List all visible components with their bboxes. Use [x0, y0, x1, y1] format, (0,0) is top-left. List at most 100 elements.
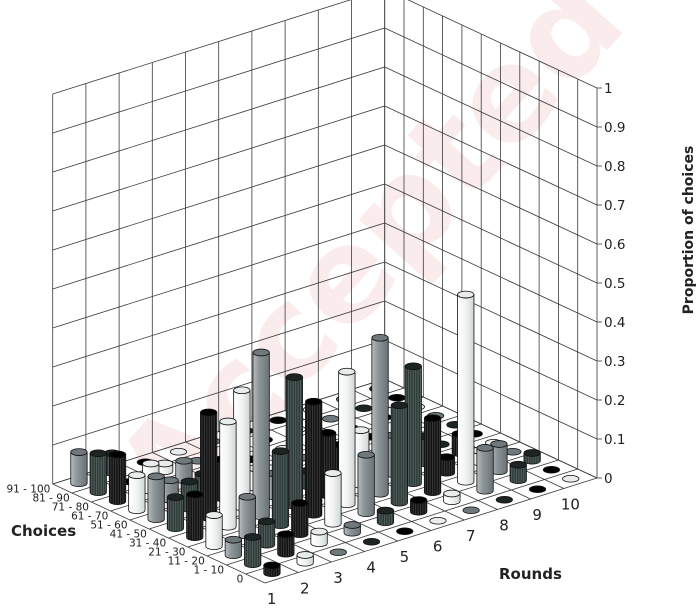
z-tick-label: 0.9: [604, 120, 625, 136]
z-tick-label: 0.1: [604, 432, 625, 448]
y-tick-label: 21 - 30: [148, 547, 185, 559]
y-tick-label: 91 - 100: [6, 484, 50, 496]
x-tick-label: 9: [532, 506, 542, 524]
axis-titles-layer: Rounds Choices Proportion of choices: [11, 146, 697, 583]
z-tick-label: 0.2: [604, 393, 625, 409]
bar: [269, 416, 287, 425]
bar: [205, 511, 223, 551]
bar: [305, 397, 323, 519]
bar: [490, 440, 508, 476]
bar: [404, 362, 422, 488]
bar: [338, 367, 356, 509]
bar: [324, 469, 342, 528]
bar: [390, 401, 408, 507]
bar: [362, 537, 381, 546]
bar: [462, 506, 480, 515]
wall-right-gridline: [384, 261, 598, 362]
bar: [528, 485, 547, 494]
bar: [457, 290, 475, 486]
z-tick-label: 0.6: [604, 237, 625, 253]
bar: [523, 449, 541, 465]
bar: [562, 474, 580, 483]
wall-right-gridline: [384, 183, 598, 284]
wall-right-gridline: [384, 300, 598, 401]
bar: [423, 414, 442, 497]
y-tick-label: 51 - 60: [90, 520, 127, 532]
y-tick-label: 41 - 50: [110, 529, 147, 541]
wall-right-gridline: [384, 66, 598, 167]
y-tick-label: 11 - 20: [168, 556, 205, 568]
axis-labels-layer: 0 0.1 0.2 0.3 0.4 0.5 0.6 0.7 0.8 0.9 1 1 2 3 4 5 6 7 8 9 10…: [6, 81, 625, 608]
bar: [371, 333, 389, 498]
bar: [542, 465, 561, 474]
y-tick-label: 0: [237, 574, 244, 586]
bar: [224, 535, 242, 560]
x-axis-title: Rounds: [499, 565, 562, 583]
bars-layer: [70, 290, 580, 578]
bar: [128, 471, 146, 515]
x-tick-label: 5: [400, 548, 410, 566]
bar: [257, 517, 276, 549]
bar: [509, 460, 527, 485]
bar: [244, 533, 262, 569]
z-tick-label: 0.4: [604, 315, 625, 331]
bar: [357, 450, 375, 518]
bar: [396, 527, 414, 536]
bar: [355, 404, 373, 413]
bar: [219, 417, 237, 531]
wall-right-gridline: [407, 0, 598, 89]
bar: [200, 408, 218, 522]
bar: [429, 516, 447, 525]
bar: [443, 489, 461, 506]
bar: [388, 393, 406, 402]
bar: [410, 496, 428, 516]
bar: [252, 348, 270, 521]
z-tick-label: 0.8: [604, 159, 625, 175]
bar: [296, 551, 314, 567]
floor-gridline: [264, 477, 598, 584]
bar: [310, 527, 328, 548]
y-tick-label: 31 - 40: [129, 538, 166, 550]
z-tick-label: 1: [604, 81, 613, 97]
z-tick-label: 0.3: [604, 354, 625, 370]
bar: [376, 506, 395, 527]
bar: [166, 493, 185, 533]
bar: [147, 472, 165, 524]
bar: [476, 444, 494, 495]
bar: [322, 414, 340, 423]
bar: [263, 561, 281, 578]
x-tick-label: 8: [499, 516, 509, 534]
z-tick-label: 0.5: [604, 276, 625, 292]
bar: [186, 490, 204, 542]
bar: [277, 530, 295, 558]
x-tick-label: 1: [267, 590, 277, 608]
z-axis-title: Proportion of choices: [681, 146, 697, 315]
wall-right-gridline: [384, 339, 598, 440]
y-tick-label: 61 - 70: [71, 511, 108, 523]
bar: [89, 449, 107, 497]
wall-right-gridline: [384, 105, 598, 206]
x-tick-label: 2: [300, 579, 310, 597]
bar: [343, 521, 361, 537]
y-tick-label: 81 - 90: [32, 493, 69, 505]
bar: [285, 373, 303, 510]
x-tick-label: 6: [433, 537, 443, 555]
bar: [238, 492, 256, 540]
floor-gridline: [52, 483, 266, 584]
x-tick-label: 4: [366, 558, 376, 576]
y-tick-label: 1 - 10: [194, 565, 225, 577]
bar: [329, 548, 347, 557]
bar: [291, 499, 309, 539]
wall-right-gridline: [384, 222, 598, 323]
y-axis-title: Choices: [11, 522, 76, 540]
x-tick-label: 10: [561, 495, 580, 513]
wall-right-gridline: [384, 27, 598, 128]
bar: [108, 450, 127, 506]
x-tick-label: 3: [333, 569, 343, 587]
wall-right-gridline: [384, 144, 598, 245]
bar: [169, 447, 188, 456]
bar: [437, 453, 456, 477]
z-tick-label: 0: [604, 471, 613, 487]
x-tick-label: 7: [466, 527, 476, 545]
